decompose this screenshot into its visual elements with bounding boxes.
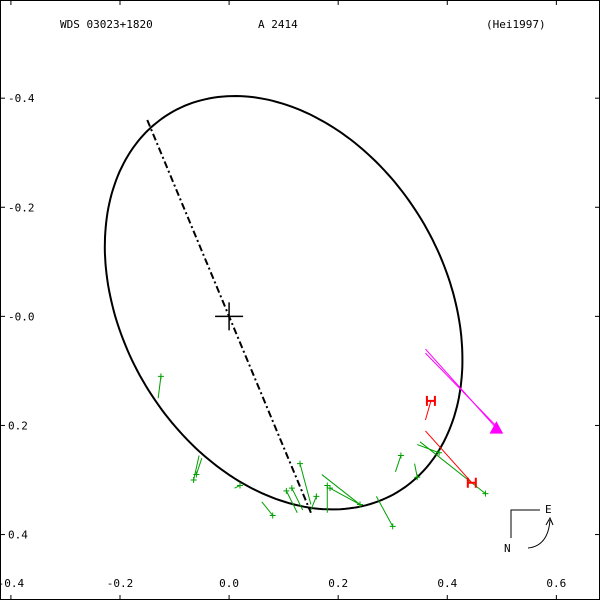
- orbit-reference: (Hei1997): [486, 18, 546, 31]
- observation-point: [414, 474, 421, 481]
- x-tick-label: 0.0: [219, 577, 239, 590]
- x-tick-label: 0.6: [546, 577, 566, 590]
- observation-residual: [193, 455, 200, 481]
- speckle-point: [425, 395, 436, 406]
- y-tick-label: -0.0: [8, 310, 35, 323]
- observation-residual: [394, 455, 402, 472]
- orientation-axes: [510, 509, 540, 538]
- observation-point: [389, 523, 396, 530]
- orbit-ellipse: [103, 94, 464, 511]
- x-tick-label: 0.2: [328, 577, 348, 590]
- observation-point: [357, 501, 363, 508]
- observation-point: [237, 482, 243, 489]
- discoverer-designation: A 2414: [258, 18, 298, 31]
- observation-residual: [329, 487, 361, 505]
- north-label: N: [504, 542, 511, 555]
- orientation-indicator: E N: [504, 503, 554, 555]
- observation-residual: [375, 496, 394, 527]
- speckle-residual: [425, 430, 473, 484]
- observation-point: [482, 490, 489, 497]
- rotation-arrowhead: [545, 516, 554, 526]
- observation-point: [313, 493, 320, 500]
- observation-residual: [285, 490, 298, 513]
- orbit-layer: [103, 94, 464, 514]
- observation-residual: [419, 441, 486, 495]
- observation-residual: [291, 487, 304, 511]
- rotation-arc: [527, 519, 551, 549]
- observation-residual: [157, 376, 162, 399]
- current-position-marker: [489, 421, 504, 434]
- speckle-point: [466, 477, 477, 488]
- observation-residual: [299, 463, 312, 505]
- y-tick-label: -0.2: [8, 201, 35, 214]
- observation-point: [397, 452, 404, 459]
- wds-identifier: WDS 03023+1820: [60, 18, 153, 31]
- observation-point: [324, 482, 331, 489]
- speckle-residual: [424, 400, 432, 421]
- x-tick-label: 0.4: [437, 577, 457, 590]
- y-tick-label: 0.2: [8, 419, 28, 432]
- observation-point: [157, 373, 164, 380]
- observation-point: [269, 512, 276, 519]
- current-position-vector-secondary: [425, 352, 497, 427]
- observations-layer: [157, 348, 504, 530]
- observation-point: [190, 477, 197, 483]
- x-tick-label: -0.2: [107, 577, 134, 590]
- y-tick-label: 0.4: [8, 529, 28, 542]
- current-position-vector: [425, 348, 497, 429]
- observation-point: [288, 485, 295, 492]
- observation-point: [283, 487, 290, 494]
- observation-residual: [321, 474, 361, 505]
- observation-residual: [195, 458, 203, 475]
- observation-point: [327, 485, 333, 492]
- observation-residual: [310, 496, 317, 511]
- observation-point: [193, 471, 200, 478]
- observation-point: [436, 449, 443, 456]
- east-label: E: [545, 503, 552, 516]
- y-tick-label: -0.4: [8, 92, 35, 105]
- observation-point: [297, 460, 303, 467]
- observation-residual: [261, 501, 274, 516]
- x-tick-label: -0.4: [0, 577, 25, 590]
